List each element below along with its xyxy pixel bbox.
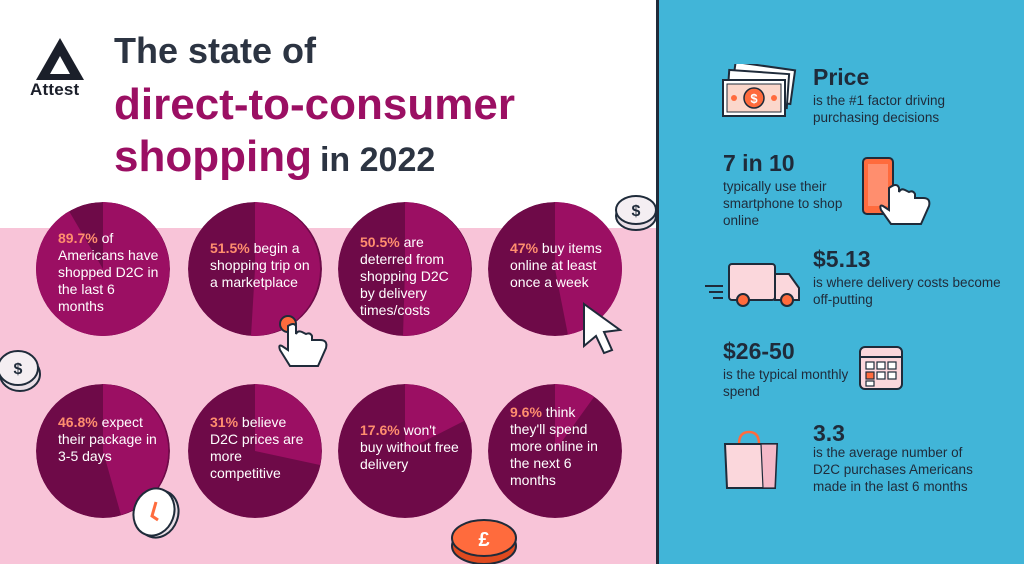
circle-text: 46.8% expect their package in 3-5 days (58, 414, 160, 465)
circle-text: 47% buy items online at least once a wee… (510, 240, 612, 291)
stat-circle-8: 9.6% think they'll spend more online in … (488, 384, 622, 518)
clock-icon (132, 487, 180, 539)
pie-chart (338, 202, 472, 336)
stat-circle-4: 47% buy items online at least once a wee… (488, 202, 622, 336)
circle-number: 46.8% (58, 414, 98, 430)
stat-head-2: 7 in 10 (723, 150, 795, 176)
circle-number: 89.7% (58, 230, 98, 246)
circle-label: of Americans have shopped D2C in the las… (58, 230, 159, 314)
calendar-icon (859, 346, 903, 390)
left-panel: Attest The state of direct-to-consumer s… (0, 30, 658, 564)
pound-coin-icon: £ (451, 519, 517, 564)
title-line-3-highlight: shopping (114, 132, 312, 181)
dollar-coin-icon: $ (0, 350, 41, 392)
brand-name: Attest (30, 80, 80, 99)
stat-circle-3: 50.5% are deterred from shopping D2C by … (338, 202, 472, 336)
pie-chart (338, 384, 472, 518)
circle-number: 9.6% (510, 404, 542, 420)
stat-body-1: is the #1 factor driving purchasing deci… (813, 93, 946, 125)
svg-text:$: $ (632, 203, 641, 220)
svg-text:£: £ (478, 529, 489, 551)
pie-chart (188, 202, 322, 336)
circle-label: think they'll spend more online in the n… (510, 404, 598, 488)
circle-number: 47% (510, 240, 539, 256)
title-line-2: direct-to-consumer (114, 80, 515, 129)
title-line-1: The state of (114, 30, 317, 71)
circle-number: 51.5% (210, 240, 250, 256)
circle-number: 50.5% (360, 234, 400, 250)
title-line-3-suffix: in 2022 (319, 141, 436, 179)
pointing-hand-icon (278, 315, 328, 367)
circle-number: 31% (210, 414, 239, 430)
circle-text: 31% believe D2C prices are more competit… (210, 414, 312, 482)
stat-circle-6: 31% believe D2C prices are more competit… (188, 384, 322, 518)
stat-circle-5: 46.8% expect their package in 3-5 days (36, 384, 170, 518)
circle-text: 17.6% won't buy without free delivery (360, 422, 462, 473)
attest-logo-icon (36, 38, 84, 80)
stat-head-5: 3.3 (813, 420, 845, 446)
circle-label: won't buy without free delivery (360, 422, 459, 472)
smartphone-icon (862, 157, 931, 225)
circle-label: believe D2C prices are more competitive (210, 414, 304, 481)
stat-body-4: is the typical monthly spend (723, 367, 849, 399)
svg-text:$: $ (14, 361, 23, 378)
pie-chart (488, 202, 622, 336)
circle-label: expect their package in 3-5 days (58, 414, 157, 464)
circle-text: 50.5% are deterred from shopping D2C by … (360, 234, 462, 319)
stat-body-3: is where delivery costs become off-putti… (813, 275, 1001, 307)
stat-circle-7: 17.6% won't buy without free delivery (338, 384, 472, 518)
stat-head-4: $26-50 (723, 338, 795, 364)
cursor-arrow-icon (583, 302, 623, 355)
panel-divider (656, 0, 659, 564)
circle-number: 17.6% (360, 422, 400, 438)
title-line-3: shopping in 2022 (114, 132, 435, 182)
circle-label: are deterred from shopping D2C by delive… (360, 234, 449, 318)
svg-text:$: $ (750, 91, 758, 106)
stat-circle-2: 51.5% begin a shopping trip on a marketp… (188, 202, 322, 336)
stat-body-5: is the average number of D2C purchases A… (813, 445, 973, 494)
stat-circle-1: 89.7% of Americans have shopped D2C in t… (36, 202, 170, 336)
pie-chart (488, 384, 622, 518)
circle-text: 9.6% think they'll spend more online in … (510, 404, 612, 489)
stat-body-2: typically use their smartphone to shop o… (723, 179, 843, 228)
circle-text: 51.5% begin a shopping trip on a marketp… (210, 240, 312, 291)
stat-head-3: $5.13 (813, 246, 871, 272)
circle-label: buy items online at least once a week (510, 240, 602, 290)
cash-icon: $ (722, 64, 797, 117)
stat-head-1: Price (813, 64, 870, 90)
shopping-bag-icon (723, 430, 779, 489)
pie-chart (36, 202, 170, 336)
delivery-truck-icon (705, 263, 800, 307)
pie-chart (36, 384, 170, 518)
dollar-coin-icon: $ (615, 195, 657, 231)
circle-label: begin a shopping trip on a marketplace (210, 240, 310, 290)
pie-chart (188, 384, 322, 518)
right-panel: $ Price is the #1 factor driving purchas… (659, 0, 1024, 564)
circle-text: 89.7% of Americans have shopped D2C in t… (58, 230, 160, 315)
